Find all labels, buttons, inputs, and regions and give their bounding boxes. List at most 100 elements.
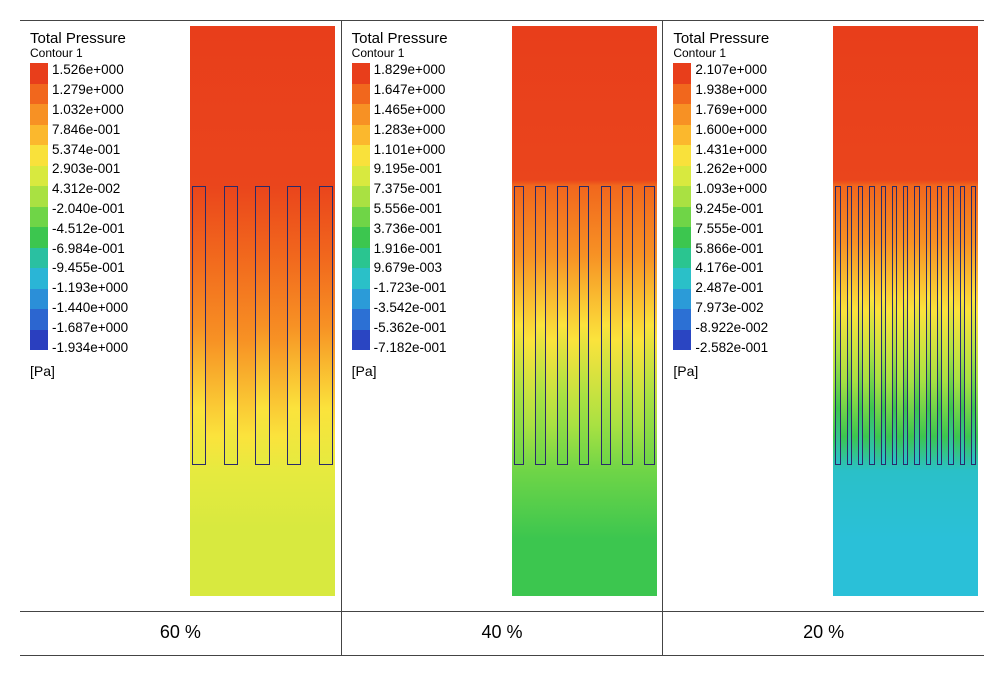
- contour-plot: [190, 26, 335, 596]
- legend-colorbar: [352, 63, 370, 350]
- fin: [847, 186, 852, 465]
- legend-value: 2.903e-001: [52, 162, 128, 182]
- legend-swatch: [673, 63, 691, 84]
- legend-value: -4.512e-001: [52, 222, 128, 242]
- legend-value: -3.542e-001: [374, 301, 447, 321]
- legend-value: -1.687e+000: [52, 321, 128, 341]
- fin: [926, 186, 931, 465]
- fin-array: [192, 186, 333, 465]
- legend-value: 5.866e-001: [695, 242, 768, 262]
- legend-swatch: [352, 84, 370, 105]
- figure-container: Total PressureContour 11.526e+0001.279e+…: [20, 20, 984, 656]
- fin: [644, 186, 655, 465]
- legend-value: -9.455e-001: [52, 261, 128, 281]
- legend-colorbar: [30, 63, 48, 350]
- legend-swatch: [673, 268, 691, 289]
- legend-swatch: [30, 268, 48, 289]
- legend-value: 1.647e+000: [374, 83, 447, 103]
- fin-array: [514, 186, 655, 465]
- legend-value: 2.107e+000: [695, 63, 768, 83]
- legend-swatch: [673, 166, 691, 187]
- legend-colorbar: [673, 63, 691, 350]
- legend-swatch: [673, 207, 691, 228]
- legend-swatch: [673, 248, 691, 269]
- legend-swatch: [673, 125, 691, 146]
- legend-value: -2.040e-001: [52, 202, 128, 222]
- legend-swatch: [352, 289, 370, 310]
- fin-array: [835, 186, 976, 465]
- legend-swatch: [352, 248, 370, 269]
- legend-swatch: [352, 125, 370, 146]
- legend-swatch: [30, 84, 48, 105]
- legend-subtitle: Contour 1: [30, 47, 128, 60]
- legend-value: 1.769e+000: [695, 103, 768, 123]
- fin: [937, 186, 942, 465]
- legend-value: 7.375e-001: [374, 182, 447, 202]
- legend-unit: [Pa]: [30, 364, 128, 379]
- legend-swatch: [352, 145, 370, 166]
- legend-swatch: [352, 268, 370, 289]
- fin: [914, 186, 919, 465]
- legend-value: 1.938e+000: [695, 83, 768, 103]
- panels-row: Total PressureContour 11.526e+0001.279e+…: [20, 20, 984, 612]
- fin: [255, 186, 269, 465]
- legend-value: -1.193e+000: [52, 281, 128, 301]
- legend: Total PressureContour 1 1.829e+0001.647e+…: [352, 31, 448, 379]
- contour-plot: [833, 26, 978, 596]
- legend-title: Total Pressure: [30, 31, 128, 47]
- legend-value: -5.362e-001: [374, 321, 447, 341]
- legend-swatch: [30, 227, 48, 248]
- legend-value: 2.487e-001: [695, 281, 768, 301]
- legend-swatch: [673, 145, 691, 166]
- fin: [557, 186, 568, 465]
- legend-value: 1.283e+000: [374, 123, 447, 143]
- legend-value: -1.440e+000: [52, 301, 128, 321]
- legend-swatch: [30, 186, 48, 207]
- legend-subtitle: Contour 1: [352, 47, 448, 60]
- legend-swatch: [352, 104, 370, 125]
- contour-panel: Total PressureContour 1 1.526e+0001.279e+…: [20, 21, 342, 611]
- legend-swatch: [352, 166, 370, 187]
- legend-swatch: [30, 309, 48, 330]
- legend-value: 4.176e-001: [695, 261, 768, 281]
- legend-swatch: [30, 289, 48, 310]
- legend-value: 1.262e+000: [695, 162, 768, 182]
- legend-swatch: [30, 248, 48, 269]
- legend-value: 1.829e+000: [374, 63, 447, 83]
- legend-value: 7.846e-001: [52, 123, 128, 143]
- fin: [892, 186, 897, 465]
- legend-value: -2.582e-001: [695, 341, 768, 361]
- fin: [971, 186, 976, 465]
- legend-swatch: [673, 289, 691, 310]
- legend-value: -1.934e+000: [52, 341, 128, 361]
- legend-swatch: [673, 104, 691, 125]
- legend-value: 4.312e-002: [52, 182, 128, 202]
- captions-row: 60 %40 %20 %: [20, 612, 984, 656]
- legend-title: Total Pressure: [352, 31, 448, 47]
- fin: [535, 186, 546, 465]
- fin: [287, 186, 301, 465]
- fin: [514, 186, 525, 465]
- legend-swatch: [673, 186, 691, 207]
- legend-value: 1.916e-001: [374, 242, 447, 262]
- fin: [835, 186, 840, 465]
- legend-value: 1.101e+000: [374, 143, 447, 163]
- fin: [869, 186, 874, 465]
- fin: [858, 186, 863, 465]
- fin: [224, 186, 238, 465]
- legend-list: 1.526e+0001.279e+0001.032e+0007.846e-001…: [30, 63, 128, 360]
- legend-value: 1.279e+000: [52, 83, 128, 103]
- fin: [622, 186, 633, 465]
- contour-panel: Total PressureContour 12.107e+0001.938e+…: [663, 21, 984, 611]
- legend-swatch: [352, 63, 370, 84]
- legend-value: 7.555e-001: [695, 222, 768, 242]
- legend-value: 1.526e+000: [52, 63, 128, 83]
- legend-value: 1.032e+000: [52, 103, 128, 123]
- legend-swatch: [352, 227, 370, 248]
- legend-swatch: [673, 84, 691, 105]
- legend-swatch: [30, 125, 48, 146]
- legend-value: -7.182e-001: [374, 341, 447, 361]
- legend-swatch: [352, 309, 370, 330]
- fin: [960, 186, 965, 465]
- legend-value: 7.973e-002: [695, 301, 768, 321]
